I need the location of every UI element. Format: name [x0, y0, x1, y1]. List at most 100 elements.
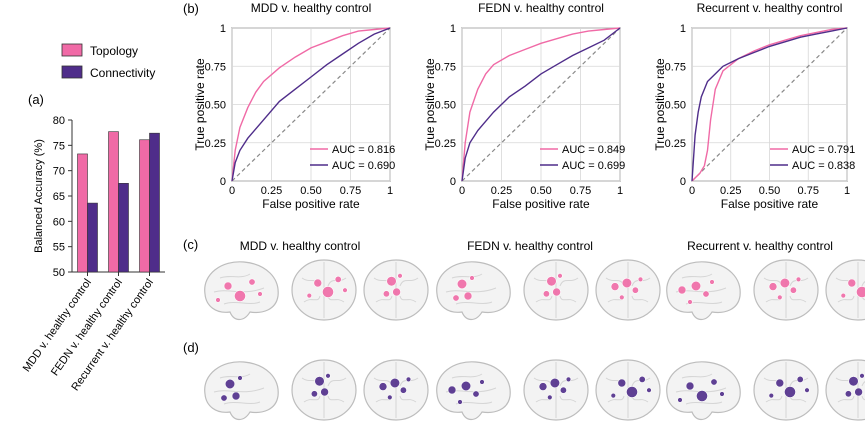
- y-tick-label: 80: [53, 115, 65, 127]
- x-axis-label: False positive rate: [262, 197, 360, 211]
- x-axis-label: False positive rate: [492, 197, 590, 211]
- node-connectivity: [387, 394, 393, 401]
- brain-axial-topology: [363, 259, 429, 321]
- brain-sagittal-connectivity: [666, 361, 741, 421]
- node-connectivity: [685, 381, 695, 391]
- brain-axial-connectivity: [753, 359, 819, 421]
- brain-outline: [436, 261, 511, 321]
- brain-sulci: [533, 277, 579, 303]
- node-topology: [709, 279, 715, 285]
- chance-line: [231, 27, 391, 182]
- node-topology: [456, 278, 468, 290]
- y-tick-label: 0.75: [205, 61, 226, 73]
- node-connectivity: [378, 382, 388, 391]
- node-topology: [234, 290, 246, 302]
- roc-chart-recurrent: Recurrent v. healthy control 00 0.25 0.25 0.…: [653, 1, 855, 211]
- node-connectivity: [844, 390, 852, 398]
- brain-outline: [825, 359, 865, 421]
- roc-legend-label: AUC = 0.791: [792, 144, 855, 156]
- node-topology: [687, 299, 693, 305]
- y-tick-label: 70: [53, 166, 65, 178]
- x-tick-label: 0.50: [759, 185, 780, 197]
- y-axis-label: True positive rate: [653, 58, 667, 151]
- y-tick-label: 1: [680, 23, 686, 35]
- y-tick-label: 0.75: [665, 61, 686, 73]
- brain-sagittal-topology: [436, 261, 511, 321]
- brain-title-recurrent: Recurrent v. healthy control: [687, 239, 833, 253]
- node-topology: [777, 294, 783, 301]
- legend-label-topology: Topology: [90, 44, 138, 58]
- roc-chart-mdd: MDD v. healthy control 00 0.25 0.25 0.50 0.50…: [193, 1, 395, 211]
- brain-axial-topology: [595, 259, 661, 321]
- node-connectivity: [389, 377, 401, 389]
- y-tick-label: 1: [450, 23, 456, 35]
- node-connectivity: [804, 387, 810, 393]
- node-topology: [382, 290, 390, 298]
- node-connectivity: [848, 376, 859, 387]
- y-axis-label: True positive rate: [423, 58, 437, 151]
- legend-swatch-connectivity: [61, 65, 83, 79]
- node-connectivity: [457, 399, 463, 405]
- node-connectivity: [237, 375, 243, 381]
- panel-label-a: (a): [28, 92, 44, 107]
- y-tick-label: 65: [53, 191, 65, 203]
- node-connectivity: [626, 386, 638, 398]
- node-topology: [631, 286, 639, 294]
- panel-label-d: (d): [183, 340, 199, 355]
- node-topology: [452, 294, 460, 302]
- x-tick-label: 0.50: [300, 185, 321, 197]
- brain-sulci: [835, 277, 865, 303]
- x-tick-label: 0: [689, 185, 695, 197]
- node-connectivity: [310, 390, 318, 398]
- node-topology: [546, 276, 557, 287]
- node-topology: [610, 282, 620, 291]
- y-tick-label: 0: [680, 176, 686, 188]
- node-connectivity: [220, 394, 228, 402]
- brain-axial-topology: [753, 259, 819, 321]
- y-tick-label: 0.25: [205, 138, 226, 150]
- brain-sulci: [373, 277, 419, 303]
- y-axis-label: True positive rate: [193, 58, 207, 151]
- y-tick-label: 50: [53, 267, 65, 279]
- x-tick-label: 1: [387, 185, 393, 197]
- node-topology: [557, 273, 563, 279]
- node-topology: [619, 294, 625, 301]
- panel-label-c: (c): [183, 237, 198, 252]
- node-topology: [223, 281, 233, 291]
- node-topology: [768, 282, 778, 291]
- roc-legend-label: AUC = 0.849: [562, 144, 625, 156]
- x-tick-label: 1: [617, 185, 623, 197]
- node-connectivity: [610, 392, 616, 399]
- brain-sagittal-connectivity: [204, 361, 279, 421]
- y-tick-label: 0.50: [435, 100, 456, 112]
- brain-axial-connectivity: [523, 359, 589, 421]
- brain-axial-connectivity: [595, 359, 661, 421]
- node-topology: [795, 276, 802, 283]
- x-tick-label: 0.75: [570, 185, 591, 197]
- x-tick-label: 1: [844, 185, 850, 197]
- node-connectivity: [320, 387, 329, 397]
- roc-chart-fedn: FEDN v. healthy control 00 0.25 0.25 0.50 0.5…: [423, 1, 625, 211]
- node-connectivity: [617, 378, 627, 388]
- roc-legend-label: AUC = 0.699: [562, 160, 625, 172]
- brain-axial-connectivity: [291, 359, 357, 421]
- node-topology: [552, 287, 561, 297]
- y-tick-label: 60: [53, 216, 65, 228]
- roc-curve-connectivity: [691, 27, 848, 182]
- brain-outline: [436, 361, 511, 421]
- y-tick-label: 75: [53, 140, 65, 152]
- bar-topology: [77, 153, 88, 273]
- brain-sagittal-connectivity: [436, 361, 511, 421]
- node-topology: [215, 297, 221, 303]
- roc-curve-connectivity: [461, 27, 621, 182]
- roc-curve-connectivity: [231, 27, 391, 182]
- node-connectivity: [231, 391, 241, 401]
- x-tick-label: 0.25: [720, 185, 741, 197]
- node-connectivity: [565, 376, 572, 383]
- node-topology: [779, 277, 791, 289]
- node-connectivity: [768, 392, 774, 399]
- node-connectivity: [696, 390, 708, 402]
- bar-topology: [139, 139, 150, 273]
- node-topology: [392, 287, 401, 297]
